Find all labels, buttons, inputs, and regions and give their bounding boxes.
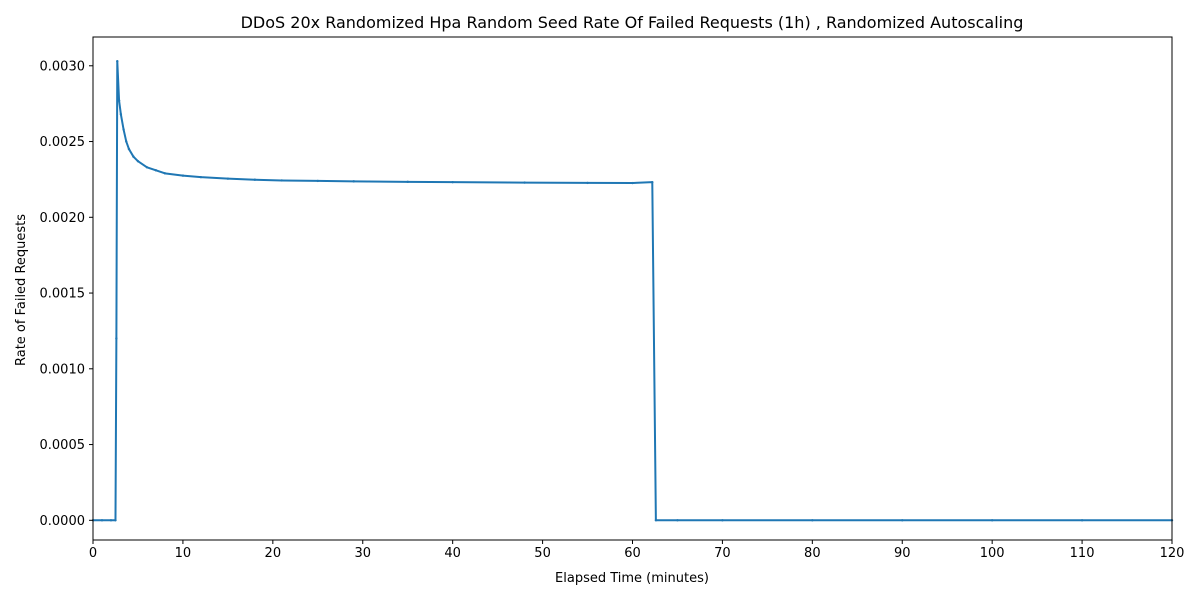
data-point — [253, 178, 257, 181]
plot-area: 0 10 20 30 40 50 60 70 80 90 100 110 120 0.0000 0.0005… — [40, 36, 1185, 561]
y-axis-label: Rate of Failed Requests — [14, 214, 29, 366]
data-point — [586, 181, 589, 185]
data-point — [451, 180, 454, 184]
data-point — [1080, 519, 1084, 522]
data-point — [523, 181, 526, 184]
x-tick-label: 90 — [894, 546, 911, 561]
data-point — [117, 99, 121, 102]
data-point — [163, 172, 167, 175]
data-point — [114, 519, 117, 522]
x-tick-label: 70 — [714, 546, 731, 561]
data-point — [654, 519, 658, 522]
data-point — [127, 147, 131, 151]
data-point — [181, 174, 185, 177]
x-tick-label: 80 — [804, 546, 821, 561]
plot-frame — [92, 36, 1173, 541]
data-point — [145, 166, 149, 169]
data-point — [316, 179, 319, 183]
data-point — [132, 155, 135, 158]
data-point — [122, 128, 125, 131]
data-point — [125, 140, 128, 143]
y-tick-label: 0.0005 — [40, 438, 86, 453]
x-tick-label: 120 — [1160, 546, 1185, 561]
data-point — [116, 60, 119, 63]
y-tick-label: 0.0030 — [40, 59, 86, 74]
data-point — [136, 160, 140, 163]
data-point — [901, 519, 904, 522]
y-tick-label: 0.0010 — [40, 362, 86, 377]
y-tick-label: 0.0025 — [40, 135, 86, 150]
data-point — [406, 180, 409, 184]
y-tick-label: 0.0020 — [40, 211, 86, 226]
data-point — [676, 519, 679, 522]
y-tick-label: 0.0015 — [40, 287, 86, 302]
data-point — [199, 175, 203, 179]
data-point — [226, 177, 230, 180]
x-tick-label: 0 — [89, 546, 97, 561]
data-point — [811, 519, 814, 522]
x-tick-label: 100 — [980, 546, 1005, 561]
x-tick-label: 10 — [175, 546, 192, 561]
x-axis-label: Elapsed Time (minutes) — [555, 571, 709, 586]
data-point — [115, 337, 118, 340]
data-point — [100, 519, 104, 522]
x-tick-label: 40 — [444, 546, 461, 561]
series-line-0 — [93, 60, 1172, 522]
x-tick-label: 30 — [354, 546, 371, 561]
x-tick-label: 50 — [534, 546, 551, 561]
data-point — [721, 519, 724, 522]
data-point — [631, 181, 634, 185]
x-tick-label: 20 — [265, 546, 282, 561]
data-point — [352, 180, 355, 183]
x-tick-label: 60 — [624, 546, 641, 561]
data-point — [280, 179, 284, 182]
data-point — [990, 519, 994, 522]
x-tick-label: 110 — [1070, 546, 1095, 561]
data-point — [651, 180, 654, 184]
data-point — [109, 519, 113, 522]
chart-title: DDoS 20x Randomized Hpa Random Seed Rate… — [241, 13, 1024, 32]
y-tick-label: 0.0000 — [40, 514, 86, 529]
data-point — [119, 113, 123, 116]
data-point — [154, 169, 158, 172]
